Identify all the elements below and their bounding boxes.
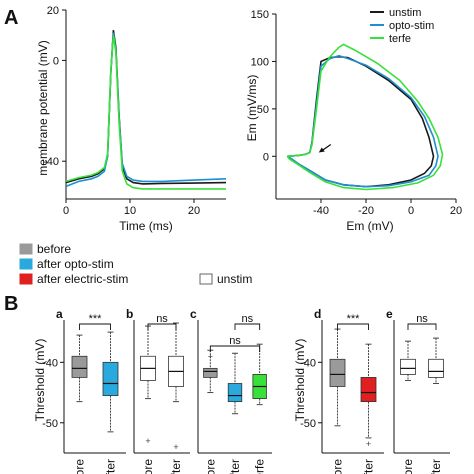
b-left-ylabel: Threshold (mV) [33,339,47,422]
b-b-after-outlier: + [173,442,178,452]
a2-legend-label-opto-stim: opto-stim [389,20,434,32]
b-c-sig-label: ns [242,313,254,325]
b-panel-e-letter: e [386,307,393,321]
a1-series-opto-stim [65,32,227,188]
b-a-after-box [102,361,119,396]
b-legend-label-before: before [37,242,71,256]
panel-a-letter: A [4,7,18,29]
a2-xlabel: Em (mV) [346,219,393,233]
b-d-before-box [329,358,346,387]
a1-y-tick-label: 20 [47,5,59,17]
b-e-before-category-label: before [401,459,415,474]
b-c-sig-bracket [234,323,261,330]
b-d-after-outlier: + [366,439,371,449]
b-panel-c-letter: c [190,307,197,321]
b-b-sig-bracket [147,323,177,330]
a1-ylabel: membrane potential (mV) [36,40,50,175]
b-a-before-box [71,355,88,378]
b-d-sig-bracket [337,323,369,330]
phase-plot: Em (mV/ms) Em (mV) unstimopto-stimterfe … [245,7,462,233]
a2-y-tick-label: 0 [263,151,269,163]
b-d-after-category-label: after [362,459,376,474]
b-c-after-box [227,383,243,403]
b-d-sig-label: *** [347,313,361,325]
b-c-terfe-category-label: terfe [253,459,267,474]
b-panel-a-letter: a [56,307,63,321]
b-c-before-box [203,367,218,378]
b-b-before-category-label: before [141,459,155,474]
a1-y-tick-label: 0 [53,55,59,67]
a1-xlabel: Time (ms) [119,219,173,233]
membrane-potential-plot: membrane potential (mV) Time (ms) 0 10 20 2… [36,5,227,233]
b-legend-swatch-after-opto-stim [19,258,33,270]
b-c-after-category-label: after [228,459,242,474]
a2-series-unstim [286,55,435,188]
b-legend-swatch-unstim [199,273,213,285]
a2-x-tick-label: -40 [313,205,329,217]
a1-x-tick-label: 10 [124,205,136,217]
b-c-sig-bracket [209,345,261,352]
b-c-before-category-label: before [203,459,217,474]
b-a-before-category-label: before [73,459,87,474]
a2-x-tick-label: 20 [450,205,462,217]
b-a-sig-label: *** [89,313,103,325]
b-b-after-category-label: after [169,459,183,474]
a2-arrow-head [318,147,325,153]
b-legend-swatch-before [19,243,33,255]
b-a-y-tick-label: -50 [42,418,58,430]
b-legend-swatch-after-electric-stim [19,273,33,285]
a1-y-tick-label: -40 [43,156,59,168]
a2-ylabel: Em (mV/ms) [245,75,259,142]
b-d-y-tick-label: -40 [300,357,316,369]
a1-x-tick-label: 0 [63,205,69,217]
a2-y-tick-label: 100 [251,56,269,68]
b-c-before-outlier: + [208,351,213,361]
a1-series-terfe [65,35,226,190]
b-legend-label-unstim: unstim [217,272,252,286]
b-b-before-outlier: + [145,436,150,446]
a2-y-tick-label: 50 [257,104,269,116]
b-a-sig-bracket [79,323,111,330]
b-c-sig-label: ns [229,335,241,347]
threshold-boxplots: a -40 -50 before after *** b + before + after ns c + b… [42,307,450,474]
panel-b-letter: B [4,293,18,315]
b-d-y-tick-label: -50 [300,418,316,430]
b-right-ylabel: Threshold (mV) [293,339,307,422]
b-panel-d-letter: d [314,307,321,321]
b-e-after-category-label: after [429,459,443,474]
a2-y-tick-label: 150 [251,9,269,21]
b-legend-label-after-opto-stim: after opto-stim [37,257,114,271]
b-e-sig-label: ns [416,313,428,325]
a2-x-tick-label: -20 [358,205,374,217]
a2-series-opto-stim [286,54,439,188]
b-e-after-box [428,358,444,378]
b-e-before-box [400,358,416,375]
a2-x-tick-label: 0 [408,205,414,217]
b-legend-label-after-electric-stim: after electric-stim [37,272,128,286]
a1-x-tick-label: 20 [188,205,200,217]
b-b-sig-label: ns [156,313,168,325]
b-d-after-box [360,377,377,403]
b-d-before-category-label: before [331,459,345,474]
b-a-after-category-label: after [104,459,118,474]
a2-legend-label-unstim: unstim [389,7,421,19]
a2-series-terfe [286,43,444,191]
a1-series-unstim [65,30,227,185]
b-panel-b-letter: b [126,307,133,321]
b-a-y-tick-label: -40 [42,357,58,369]
a2-legend-label-terfe: terfe [389,33,411,45]
b-e-sig-bracket [407,323,437,330]
